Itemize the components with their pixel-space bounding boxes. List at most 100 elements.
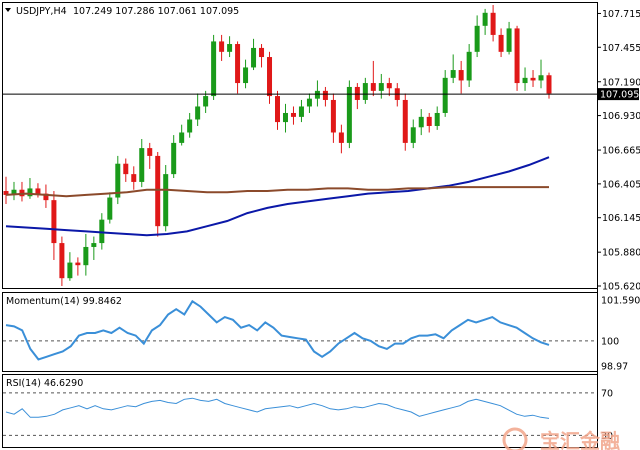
candle-body bbox=[251, 47, 257, 68]
candle-body bbox=[107, 197, 113, 220]
candle bbox=[290, 106, 296, 125]
candle bbox=[91, 236, 97, 260]
candle-body bbox=[546, 75, 552, 94]
candle bbox=[482, 8, 488, 35]
candle bbox=[282, 103, 288, 133]
candle-body bbox=[522, 77, 528, 84]
candle-body bbox=[27, 188, 33, 197]
candle-body bbox=[314, 90, 320, 99]
candle bbox=[370, 60, 376, 97]
candle-body bbox=[75, 262, 81, 266]
rsi-tick-label: 70 bbox=[601, 388, 613, 399]
candle-body bbox=[179, 132, 185, 143]
candle-body bbox=[434, 112, 440, 126]
candle-body bbox=[91, 243, 97, 247]
candle bbox=[298, 99, 304, 123]
candle-body bbox=[514, 28, 520, 84]
candle bbox=[67, 252, 73, 281]
candle bbox=[498, 28, 504, 58]
candle-body bbox=[187, 119, 193, 133]
candle bbox=[386, 77, 392, 97]
candle bbox=[11, 181, 17, 201]
candle bbox=[251, 38, 257, 71]
candle bbox=[179, 124, 185, 146]
price-tick-label: 107.190 bbox=[602, 77, 640, 88]
price-tick-label: 106.405 bbox=[602, 179, 640, 190]
momentum-tick-label: 100 bbox=[601, 336, 619, 347]
candle-body bbox=[11, 189, 17, 195]
rsi-plot bbox=[3, 392, 597, 436]
candle-body bbox=[282, 112, 288, 123]
price-axis: 107.715 107.455 107.190 106.930 106.665 106.4… bbox=[597, 9, 640, 442]
candle-body bbox=[163, 174, 169, 227]
candle-body bbox=[466, 51, 472, 81]
candle-body bbox=[227, 44, 233, 52]
candle-body bbox=[418, 116, 424, 128]
candle-body bbox=[354, 86, 360, 100]
ohlc-values: 107.249 107.286 107.061 107.095 bbox=[73, 6, 239, 17]
candle-body bbox=[35, 188, 41, 194]
candle bbox=[83, 233, 89, 276]
candle-body bbox=[147, 148, 153, 156]
candle-body bbox=[338, 132, 344, 143]
rsi-title: RSI(14) 46.6290 bbox=[6, 378, 83, 389]
candle bbox=[235, 41, 241, 94]
candle-body bbox=[538, 75, 544, 81]
candle bbox=[107, 192, 113, 224]
momentum-line bbox=[5, 299, 550, 361]
candle bbox=[330, 93, 336, 143]
candle-body bbox=[139, 148, 145, 182]
candle bbox=[530, 70, 536, 87]
candle-body bbox=[322, 90, 328, 100]
price-tick-label: 105.880 bbox=[602, 248, 640, 259]
candle bbox=[27, 178, 33, 199]
symbol-label: USDJPY,H4 bbox=[16, 6, 67, 17]
candle bbox=[43, 184, 49, 208]
candle-body bbox=[219, 41, 225, 52]
candle-body bbox=[458, 70, 464, 81]
candle-body bbox=[235, 44, 241, 84]
candle bbox=[362, 77, 368, 104]
candle bbox=[163, 165, 169, 232]
candle-body bbox=[498, 34, 504, 52]
price-tick-label: 107.455 bbox=[602, 43, 640, 54]
candle-body bbox=[83, 246, 89, 266]
candle bbox=[227, 36, 233, 58]
candle-body bbox=[43, 193, 49, 201]
brand-logo-icon bbox=[502, 427, 528, 450]
candle bbox=[410, 119, 416, 149]
candle-body bbox=[259, 47, 265, 58]
candle-body bbox=[155, 155, 161, 227]
candle-body bbox=[490, 12, 496, 35]
moving-average-slow bbox=[5, 186, 549, 198]
candle bbox=[155, 152, 161, 237]
candle-body bbox=[410, 127, 416, 143]
candle-body bbox=[99, 219, 105, 244]
rsi-line bbox=[5, 397, 550, 419]
momentum-pane[interactable] bbox=[2, 292, 598, 372]
rsi-pane[interactable] bbox=[2, 374, 598, 448]
candle bbox=[322, 86, 328, 107]
rsi-tick-label: 30 bbox=[601, 431, 613, 442]
candle bbox=[219, 34, 225, 61]
price-tick-label: 106.665 bbox=[602, 146, 640, 157]
candle bbox=[139, 138, 145, 188]
candle-body bbox=[290, 112, 296, 117]
candle bbox=[195, 93, 201, 126]
moving-average-fast bbox=[5, 156, 550, 237]
price-plot bbox=[3, 5, 597, 286]
candle bbox=[99, 213, 105, 250]
candle-body bbox=[426, 116, 432, 126]
momentum-tick-label: 101.5904 bbox=[601, 296, 640, 307]
candle bbox=[75, 257, 81, 276]
dropdown-arrow-icon[interactable] bbox=[5, 8, 11, 12]
candle bbox=[522, 67, 528, 91]
candle-body bbox=[115, 163, 121, 198]
candle-body bbox=[370, 83, 376, 91]
candle bbox=[211, 34, 217, 100]
candle-body bbox=[330, 99, 336, 133]
candle bbox=[346, 80, 352, 149]
candle-body bbox=[378, 83, 384, 91]
candle-body bbox=[195, 106, 201, 120]
